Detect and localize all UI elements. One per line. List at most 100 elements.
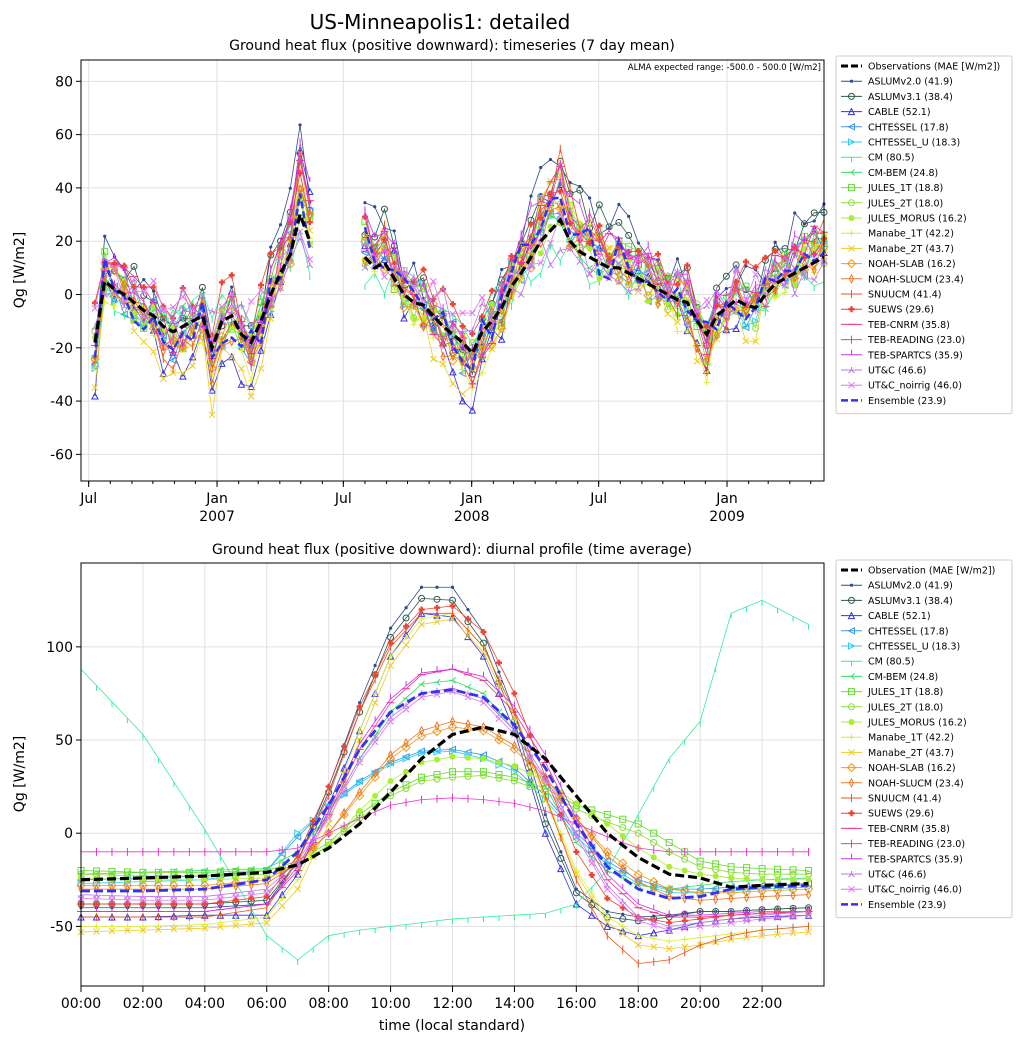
diurnal-point-noah-slucm [357, 787, 363, 798]
diurnal-point-noah-slucm [511, 740, 517, 751]
diurnal-point-ut-c-noirrig [727, 919, 735, 926]
diurnal-legend-entry-cable: CABLE (52.1) [841, 611, 931, 622]
timeseries-point-cable [497, 335, 506, 343]
diurnal-point-jules-1t [665, 839, 673, 847]
diurnal-point-jules-morus [573, 800, 580, 807]
timeseries-annotation: ALMA expected range: -500.0 - 500.0 [W/m… [628, 63, 821, 73]
timeseries-point-noah-slucm [626, 274, 632, 285]
diurnal-line-jules-1t [80, 771, 809, 873]
timeseries-x-ticks: Jul Jan 2007 Jul Jan 2008 Jul Jan 2009 [79, 481, 812, 525]
diurnal-point-ut-c [758, 912, 766, 919]
timeseries-legend-entry-jules-2t: JULES_2T (18.0) [841, 198, 943, 209]
timeseries-point-suews [684, 262, 691, 269]
diurnal-legend-entry-teb-cnrm: TEB-CNRM (35.8) [841, 824, 950, 835]
timeseries-grid [81, 60, 824, 481]
diurnal-line-teb-spartcs [81, 668, 809, 916]
diurnal-point-jules-1t [387, 788, 395, 796]
diurnal-point-ut-c [743, 914, 750, 921]
timeseries-point-ut-c-noirrig [381, 273, 388, 280]
timeseries-point-manabe-2t [420, 312, 427, 320]
diurnal-point-suews [155, 901, 162, 908]
timeseries-xtick-year: 2009 [709, 509, 745, 525]
diurnal-point-ut-c [774, 910, 781, 918]
diurnal-point-manabe-2t [155, 926, 162, 933]
timeseries-legend-label-teb-spartcs: TEB-SPARTCS (35.9) [867, 350, 963, 361]
timeseries-legend-entry-jules-1t: JULES_1T (18.8) [841, 183, 943, 194]
timeseries-point-noah-slucm [655, 299, 661, 310]
timeseries-point-ut-c-noirrig [459, 309, 466, 317]
timeseries-point-ut-c [361, 240, 369, 247]
diurnal-legend-label-manabe-2t: Manabe_2T (43.7) [868, 748, 954, 759]
timeseries-legend-marker-aslumv3-1 [848, 92, 855, 100]
diurnal-legend-entry-jules-1t: JULES_1T (18.8) [841, 687, 943, 698]
diurnal-point-noah-slab [370, 772, 380, 783]
diurnal-legend-entry-cm: CM (80.5) [841, 657, 914, 668]
timeseries-point-aslumv2-0 [500, 267, 504, 272]
timeseries-legend-entry-snuucm: SNUUCM (41.4) [841, 290, 941, 301]
diurnal-xtick-label: 08:00 [308, 996, 348, 1012]
diurnal-point-manabe-2t [170, 925, 178, 933]
timeseries-point-ut-c-noirrig [130, 287, 138, 295]
diurnal-point-noah-slucm [666, 891, 672, 902]
timeseries-legend-marker-jules-morus [848, 215, 855, 221]
diurnal-point-manabe-1t [356, 727, 363, 734]
diurnal-legend-label-snuucm: SNUUCM (41.4) [868, 794, 941, 805]
timeseries-point-cable [188, 352, 197, 361]
diurnal-point-ut-c [108, 892, 116, 899]
timeseries-point-suews [527, 221, 534, 228]
diurnal-point-cable [789, 911, 797, 920]
timeseries-point-ut-c-noirrig [586, 270, 593, 277]
diurnal-legend-entry-ut-c-noirrig: UT&C_noirrig (46.0) [841, 885, 962, 896]
diurnal-point-manabe-2t [139, 926, 147, 934]
diurnal-point-suews [232, 897, 239, 904]
timeseries-y-ticks: -60 -40 -20 0 20 40 60 80 [50, 74, 81, 463]
timeseries-ytick-label: 40 [55, 181, 73, 197]
diurnal-point-ut-c-noirrig [371, 738, 379, 746]
diurnal-point-manabe-1t [604, 914, 611, 921]
diurnal-legend-entry-teb-reading: TEB-READING (23.0) [841, 839, 965, 850]
timeseries-point-ut-c-noirrig [781, 282, 789, 289]
timeseries-legend-marker-noah-slab [846, 258, 857, 269]
diurnal-point-aslumv3-1 [619, 915, 627, 923]
timeseries-point-manabe-1t [459, 366, 466, 373]
diurnal-point-manabe-2t [743, 934, 750, 941]
diurnal-point-jules-morus [372, 792, 379, 799]
timeseries-point-manabe-2t [228, 353, 236, 361]
timeseries-legend-entry-aslumv3-1: ASLUMv3.1 (38.4) [841, 92, 953, 103]
diurnal-point-ut-c [650, 918, 658, 926]
diurnal-point-ut-c-noirrig [356, 759, 363, 766]
timeseries-point-cable [91, 391, 99, 400]
timeseries-point-ut-c-noirrig [361, 264, 369, 271]
diurnal-point-suews [139, 901, 146, 908]
diurnal-lines [76, 585, 814, 968]
diurnal-point-jules-1t [789, 866, 797, 874]
timeseries-point-manabe-2t [742, 337, 750, 345]
diurnal-point-suews [248, 895, 255, 902]
diurnal-point-ut-c-noirrig [588, 859, 596, 867]
diurnal-point-jules-morus [201, 876, 208, 883]
timeseries-ytick-label: 20 [55, 234, 73, 250]
diurnal-point-suews [604, 895, 611, 902]
timeseries-xtick-label: Jul [79, 491, 97, 507]
diurnal-point-noah-slab [741, 887, 752, 897]
diurnal-point-suews [619, 904, 626, 911]
diurnal-point-jules-2t [402, 784, 410, 792]
diurnal-point-suews [325, 783, 332, 790]
diurnal-point-noah-slab [339, 809, 349, 820]
diurnal-point-aslumv2-0 [559, 850, 563, 854]
timeseries-point-ut-c-noirrig [306, 256, 314, 263]
diurnal-line-ensemble [81, 688, 809, 900]
diurnal-point-jules-2t [449, 773, 456, 781]
diurnal-point-noah-slucm [496, 731, 502, 742]
diurnal-legend-entry-noah-slab: NOAH-SLAB (16.2) [841, 762, 956, 774]
timeseries-legend-marker-jules-2t [848, 199, 855, 207]
timeseries-line-jules-1t [364, 175, 825, 362]
diurnal-point-suews [124, 901, 131, 908]
timeseries-point-aslumv2-0 [288, 186, 292, 190]
timeseries-legend-label-ut-c: UT&C (46.6) [868, 366, 926, 377]
diurnal-point-noah-slucm [155, 883, 161, 895]
diurnal-point-noah-slucm [790, 890, 796, 901]
timeseries-point-manabe-1t [576, 219, 583, 226]
diurnal-point-chtessel-u [510, 767, 519, 776]
diurnal-point-manabe-2t [186, 925, 193, 933]
